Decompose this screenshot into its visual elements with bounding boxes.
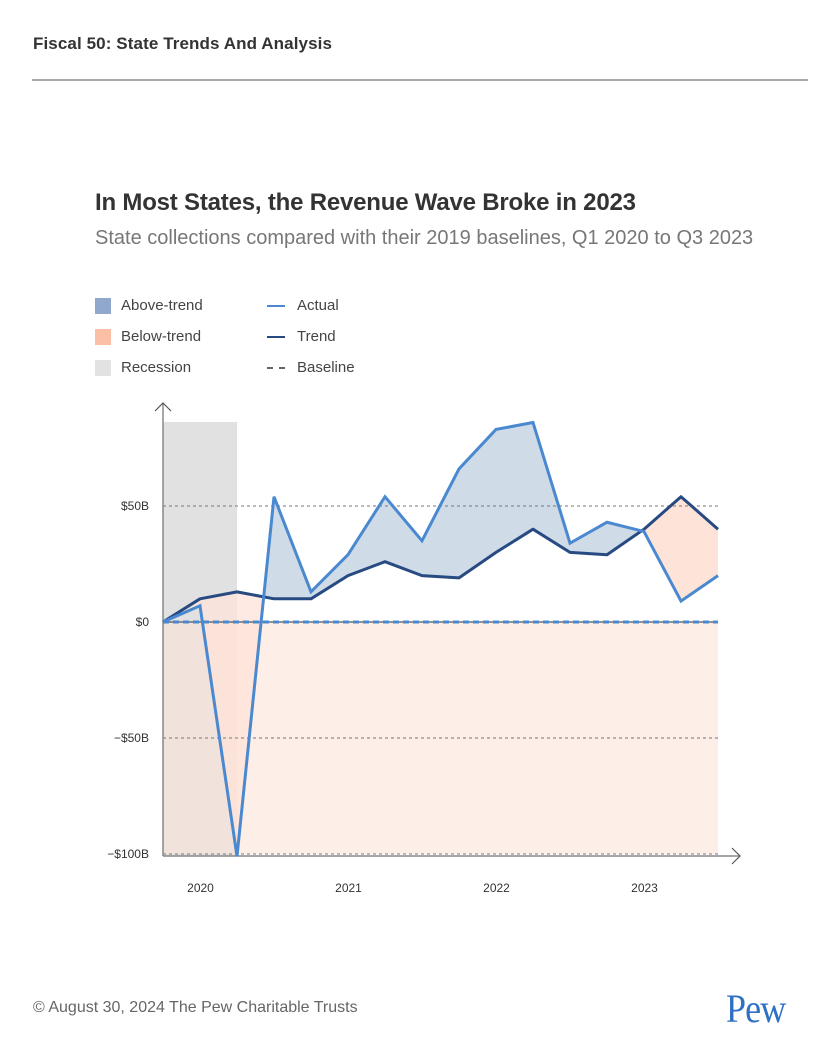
x-axis-arrow-icon	[731, 847, 741, 865]
legend-label: Trend	[297, 328, 336, 345]
trend-line-icon	[267, 335, 285, 338]
header-divider	[32, 79, 808, 81]
above-trend-area	[607, 522, 642, 555]
legend-label: Actual	[297, 297, 339, 314]
actual-line-icon	[267, 304, 285, 307]
baseline-dash-icon	[267, 366, 285, 369]
legend-label: Above-trend	[121, 297, 203, 314]
y-tick-label: $0	[136, 615, 150, 629]
chart-title: In Most States, the Revenue Wave Broke i…	[95, 189, 636, 216]
actual-line	[162, 420, 719, 857]
y-tick-label: −$100B	[107, 847, 149, 861]
legend-label: Recession	[121, 359, 192, 376]
x-tick-label: 2020	[187, 881, 214, 895]
page-header-title: Fiscal 50: State Trends And Analysis	[33, 34, 332, 53]
legend-item-recession: Recession	[95, 359, 191, 376]
above-trend-area	[496, 422, 533, 553]
legend-item-above-trend: Above-trend	[95, 297, 203, 314]
y-tick-label: $50B	[121, 499, 149, 513]
legend-item-trend: Trend	[267, 328, 336, 345]
trend-line	[162, 495, 719, 624]
legend-label: Baseline	[297, 359, 355, 376]
legend-label: Below-trend	[121, 328, 202, 345]
y-axis-arrow-icon	[154, 402, 172, 412]
recession-swatch-icon	[95, 359, 111, 376]
above-trend-area	[422, 468, 459, 578]
legend-item-baseline: Baseline	[267, 359, 355, 376]
x-tick-label: 2023	[631, 881, 658, 895]
y-tick-label: −$50B	[114, 731, 149, 745]
chart-subtitle: State collections compared with their 20…	[95, 227, 754, 249]
pew-logo[interactable]: Pew	[726, 986, 786, 1031]
above-trend-area	[459, 429, 496, 578]
x-tick-label: 2022	[483, 881, 510, 895]
legend-item-below-trend: Below-trend	[95, 328, 201, 345]
above-trend-swatch-icon	[95, 297, 111, 314]
above-trend-area	[348, 496, 385, 576]
copyright-text: © August 30, 2024 The Pew Charitable Tru…	[33, 999, 358, 1016]
x-tick-label: 2021	[335, 881, 362, 895]
legend-item-actual: Actual	[267, 297, 339, 314]
below-trend-swatch-icon	[95, 328, 111, 345]
above-trend-area	[385, 496, 422, 576]
above-trend-area	[570, 522, 607, 555]
